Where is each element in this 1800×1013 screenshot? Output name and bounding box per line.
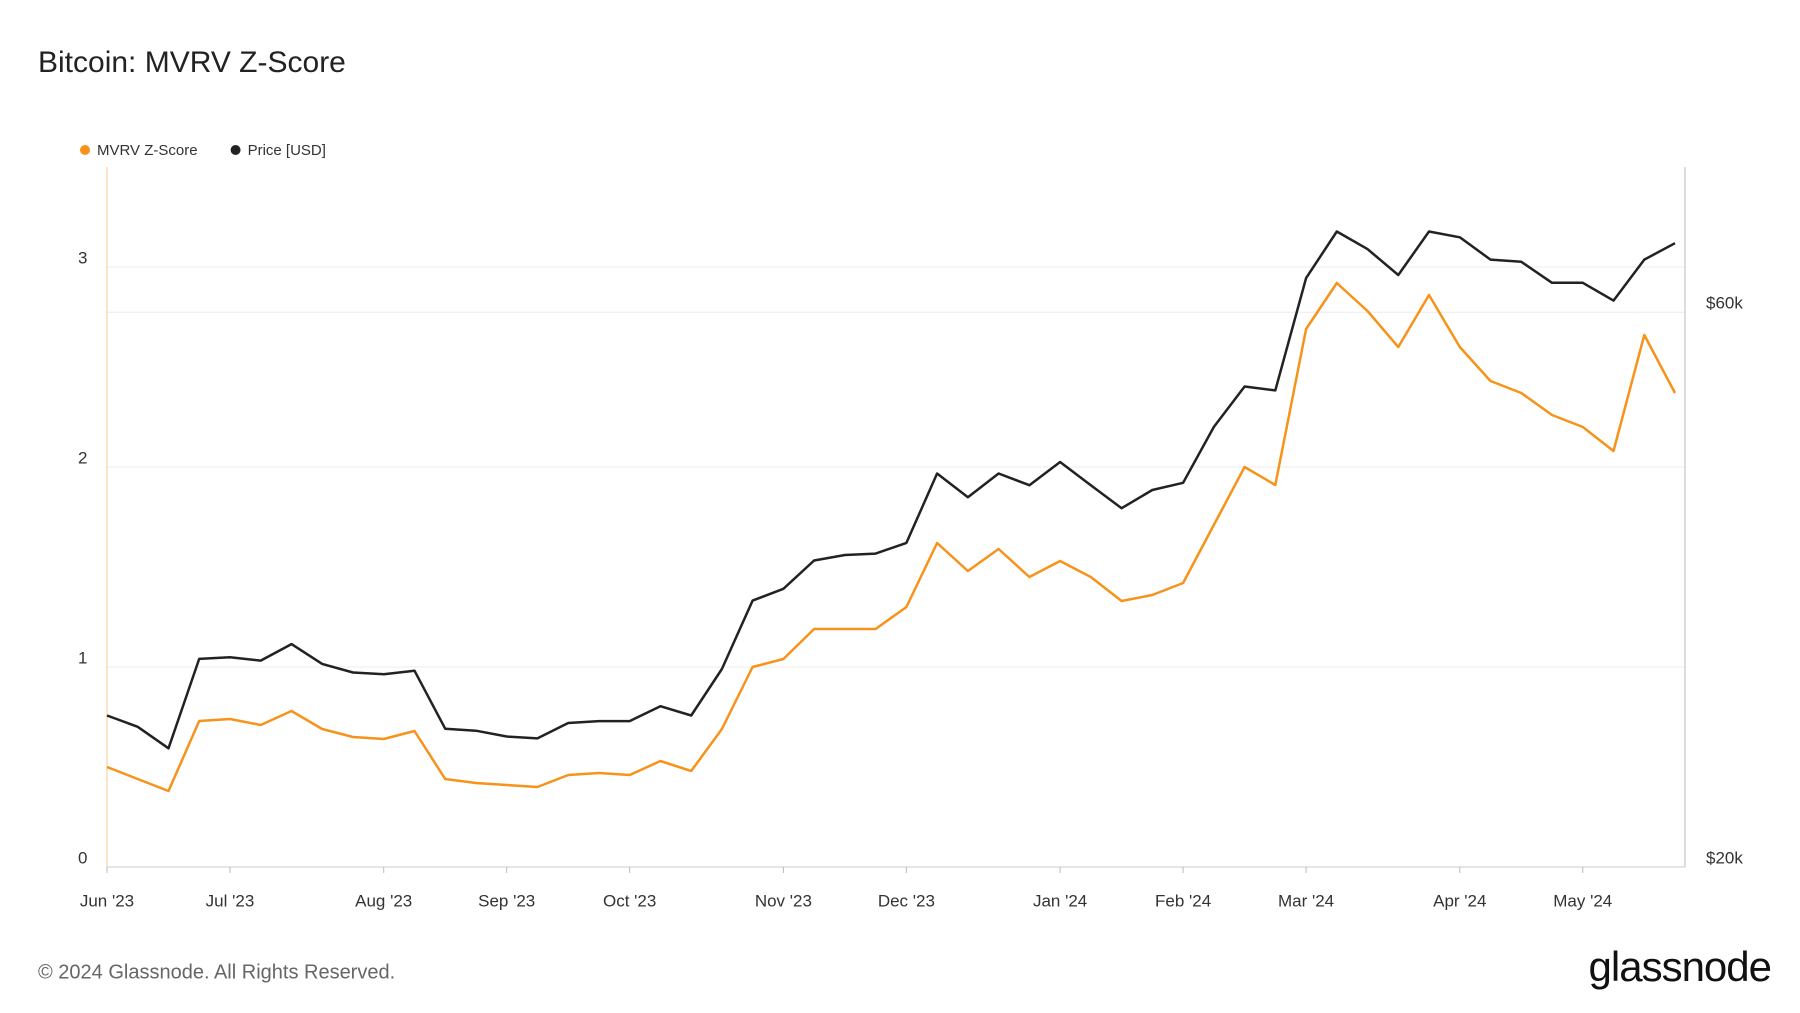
brand-logo: glassnode xyxy=(1589,943,1771,990)
x-tick-label: Mar '24 xyxy=(1278,891,1334,910)
copyright: © 2024 Glassnode. All Rights Reserved. xyxy=(38,961,395,983)
x-tick-label: Feb '24 xyxy=(1155,891,1211,910)
x-tick-label: Jan '24 xyxy=(1033,891,1087,910)
chart-title: Bitcoin: MVRV Z-Score xyxy=(38,46,346,79)
y-tick-label: 3 xyxy=(78,248,87,267)
data-line xyxy=(106,281,1677,793)
y-tick-label: 1 xyxy=(78,648,87,667)
x-tick-label: Nov '23 xyxy=(755,891,812,910)
x-tick-label: Jul '23 xyxy=(206,891,255,910)
data-line xyxy=(106,230,1676,750)
legend-marker xyxy=(230,145,241,155)
x-tick-label: Jun '23 xyxy=(80,891,134,910)
y-tick-label: 0 xyxy=(78,848,87,867)
legend-marker xyxy=(80,145,90,155)
x-tick-label: Sep '23 xyxy=(478,891,535,910)
legend-label: Price [USD] xyxy=(248,142,326,159)
x-tick-label: Oct '23 xyxy=(603,891,656,910)
y-tick-label: 2 xyxy=(78,448,87,467)
x-tick-label: Apr '24 xyxy=(1433,891,1486,910)
y2-tick-label: $20k xyxy=(1706,848,1743,867)
x-tick-label: May '24 xyxy=(1553,891,1612,910)
legend-label: MVRV Z-Score xyxy=(97,142,198,159)
x-tick-label: Dec '23 xyxy=(878,891,935,910)
x-tick-label: Aug '23 xyxy=(355,891,412,910)
y2-tick-label: $60k xyxy=(1706,294,1743,313)
